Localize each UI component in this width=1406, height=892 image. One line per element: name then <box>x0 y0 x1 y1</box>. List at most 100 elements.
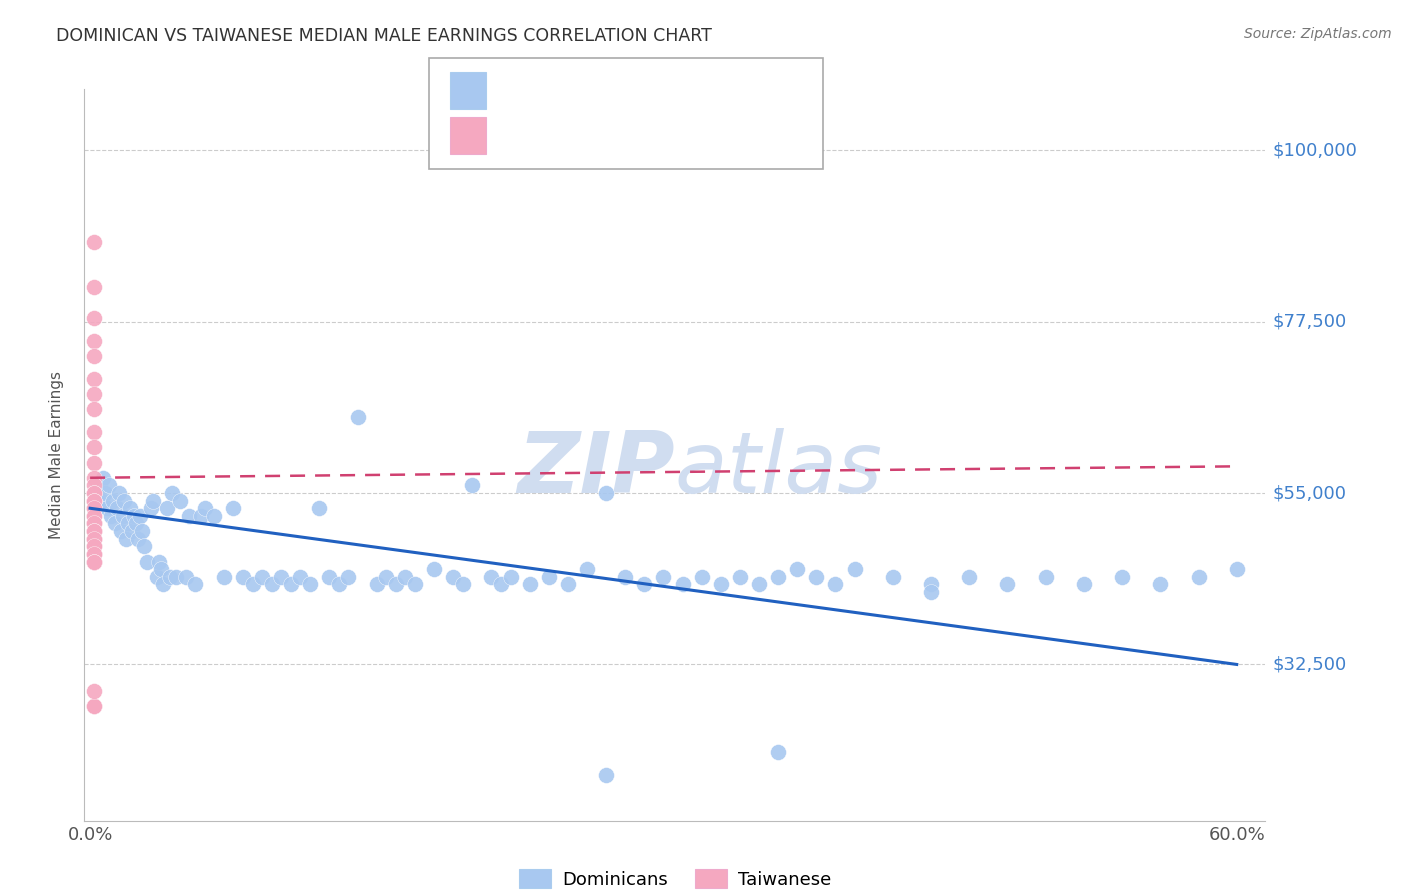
Point <box>633 577 655 591</box>
Point <box>83 508 105 523</box>
Text: $77,500: $77,500 <box>1272 312 1347 331</box>
Point <box>104 516 127 531</box>
Point <box>120 501 142 516</box>
Point <box>83 524 105 538</box>
Point <box>149 562 172 576</box>
Point <box>146 570 169 584</box>
Point <box>117 516 139 531</box>
Point <box>83 699 105 714</box>
Point <box>194 501 217 516</box>
Point <box>107 486 129 500</box>
Point <box>155 501 177 516</box>
Point <box>242 577 264 591</box>
Point <box>328 577 350 591</box>
Point <box>142 493 165 508</box>
Point <box>111 508 134 523</box>
Text: Source: ZipAtlas.com: Source: ZipAtlas.com <box>1244 27 1392 41</box>
Point <box>83 471 105 485</box>
Point <box>298 577 321 591</box>
Point <box>121 524 143 538</box>
Point <box>83 699 105 714</box>
Point <box>174 570 197 584</box>
Point <box>519 577 541 591</box>
Point <box>83 334 105 348</box>
Point <box>110 524 132 538</box>
Point <box>83 501 105 516</box>
Point <box>136 555 159 569</box>
Point <box>83 555 105 569</box>
Point <box>141 501 163 516</box>
Text: $100,000: $100,000 <box>1272 141 1357 159</box>
Point <box>270 570 292 584</box>
Point <box>404 577 426 591</box>
Legend: Dominicans, Taiwanese: Dominicans, Taiwanese <box>512 862 838 892</box>
Point <box>101 493 124 508</box>
Point <box>132 539 155 553</box>
Point <box>595 768 617 782</box>
Point <box>824 577 846 591</box>
Point <box>83 425 105 439</box>
Point <box>280 577 302 591</box>
Point <box>614 570 637 584</box>
Point <box>385 577 408 591</box>
Point <box>83 280 105 294</box>
Text: 43: 43 <box>655 126 685 144</box>
Point <box>882 570 904 584</box>
Point <box>537 570 560 584</box>
Point <box>83 440 105 454</box>
Point <box>115 532 138 546</box>
Point <box>423 562 446 576</box>
Point <box>83 456 105 470</box>
Point <box>122 508 145 523</box>
Point <box>1035 570 1057 584</box>
Point <box>114 493 136 508</box>
Point <box>83 532 105 546</box>
Text: R =: R = <box>501 80 531 98</box>
Point <box>1226 562 1249 576</box>
Text: ZIP: ZIP <box>517 428 675 511</box>
Point <box>131 524 153 538</box>
Point <box>83 547 105 561</box>
Point <box>83 235 105 249</box>
Point <box>1187 570 1209 584</box>
Text: 100: 100 <box>655 80 690 98</box>
Point <box>920 577 942 591</box>
Point <box>83 486 105 500</box>
Point <box>83 387 105 401</box>
Point <box>125 516 148 531</box>
Point <box>489 577 512 591</box>
Point <box>728 570 751 584</box>
Point <box>1073 577 1095 591</box>
Point <box>83 493 105 508</box>
Point <box>290 570 312 584</box>
Point <box>957 570 980 584</box>
Point <box>83 684 105 698</box>
Point <box>690 570 713 584</box>
Point <box>127 532 149 546</box>
Point <box>83 478 105 492</box>
Point <box>441 570 464 584</box>
Point <box>184 577 207 591</box>
Point <box>920 585 942 599</box>
Point <box>83 524 105 538</box>
Point <box>83 493 105 508</box>
Point <box>766 570 789 584</box>
Point <box>83 516 105 531</box>
Point <box>83 555 105 569</box>
Point <box>162 486 184 500</box>
Point <box>499 570 522 584</box>
Point <box>260 577 283 591</box>
Point <box>179 508 201 523</box>
Text: $32,500: $32,500 <box>1272 656 1347 673</box>
Point <box>83 310 105 325</box>
Text: DOMINICAN VS TAIWANESE MEDIAN MALE EARNINGS CORRELATION CHART: DOMINICAN VS TAIWANESE MEDIAN MALE EARNI… <box>56 27 711 45</box>
Point <box>96 501 118 516</box>
Point <box>1149 577 1171 591</box>
Point <box>83 508 105 523</box>
Point <box>93 471 115 485</box>
Point <box>481 570 503 584</box>
Point <box>83 493 105 508</box>
Point <box>83 524 105 538</box>
Point <box>128 508 150 523</box>
Point <box>451 577 474 591</box>
